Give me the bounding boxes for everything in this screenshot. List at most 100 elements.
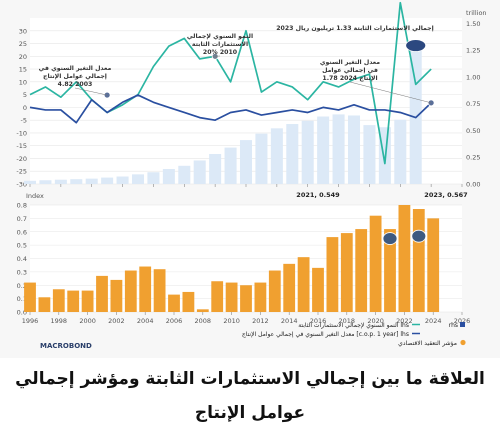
top-annotation-text: الإنتاج 2024 1.78 [322, 75, 377, 82]
top-investment-bar [132, 174, 144, 184]
bottom-x-tick-label: 2004 [137, 317, 154, 325]
bottom-x-tick-label: 1998 [51, 317, 68, 325]
bottom-y-tick-label: 0.5 [17, 242, 27, 250]
complexity-bar [226, 283, 238, 312]
bottom-annotation-marker [412, 230, 426, 242]
top-left-tick-label: 5 [23, 91, 27, 99]
top-investment-bar [147, 172, 159, 184]
bottom-x-tick-label: 2002 [108, 317, 125, 325]
top-investment-bar [286, 124, 298, 184]
top-investment-bar [178, 166, 190, 184]
top-annotation-text: معدل التغير السنوي في [39, 65, 112, 72]
bottom-annotation-marker [383, 233, 397, 245]
top-left-tick-label: 15 [19, 66, 27, 74]
bottom-y-tick-label: 0.3 [17, 268, 27, 276]
complexity-bar [254, 283, 266, 312]
bottom-y-tick-label: 0.6 [17, 228, 27, 236]
complexity-bar [168, 295, 180, 312]
top-investment-bar [240, 140, 252, 184]
complexity-bar [182, 292, 194, 312]
top-investment-bar [225, 148, 237, 184]
top-investment-bar [117, 177, 129, 184]
charts-svg: -30-25-20-15-10-50510152025300.000.250.5… [0, 0, 500, 358]
top-annotation-text: إجمالي الاستثمارات الثابتة 1.33 تريليون … [276, 25, 434, 32]
top-right-tick-label: 0.50 [466, 127, 480, 135]
top-investment-bar [163, 169, 175, 184]
bottom-annotation-text: 2021, 0.549 [296, 191, 340, 199]
bottom-annotation-text: 2023, 0.567 [424, 191, 467, 199]
complexity-bar [269, 271, 281, 312]
complexity-bar [240, 285, 252, 312]
top-investment-bar [255, 134, 267, 184]
complexity-bar [139, 267, 151, 312]
complexity-bar [298, 257, 310, 312]
top-investment-bar [363, 125, 375, 184]
legend-swatch [460, 340, 465, 345]
complexity-bar [283, 264, 295, 312]
top-unit-label: trillion [466, 9, 487, 17]
complexity-bar [82, 291, 94, 312]
top-investment-bar [209, 154, 221, 184]
top-left-tick-label: -20 [16, 155, 27, 163]
top-right-tick-label: 0.75 [466, 100, 480, 108]
top-left-tick-label: 0 [23, 104, 27, 112]
watermark-logo: MACROBOND [40, 342, 92, 350]
legend-label: معدل التغير السنوي في إجمالي عوامل الإنت… [242, 331, 409, 338]
top-left-tick-label: -5 [21, 117, 27, 125]
top-annotation-text: إجمالي عوامل الإنتاج [43, 73, 107, 80]
top-investment-bar [24, 181, 36, 184]
figure-caption: العلاقة ما بين إجمالي الاستثمارات الثابت… [0, 362, 500, 396]
bottom-x-tick-label: 2024 [425, 317, 442, 325]
top-left-tick-label: -25 [16, 168, 27, 176]
top-left-tick-label: 25 [19, 40, 27, 48]
complexity-bar [125, 271, 137, 312]
top-right-tick-label: 1.00 [466, 73, 480, 81]
top-annotation-text: معدل التغير السنوي [320, 59, 380, 66]
top-investment-bar [302, 121, 314, 184]
top-investment-bar [39, 180, 51, 184]
bottom-x-tick-label: 2006 [166, 317, 183, 325]
complexity-bar [38, 297, 50, 312]
top-investment-bar [194, 160, 206, 184]
complexity-bar [67, 291, 79, 312]
top-investment-bar [271, 128, 283, 184]
top-investment-bar [70, 179, 82, 184]
complexity-bar [370, 216, 382, 312]
top-left-tick-label: 10 [19, 78, 27, 86]
top-annotation-text: في إجمالي عوامل [322, 67, 378, 74]
top-investment-bar [394, 120, 406, 184]
bottom-y-tick-label: 0.7 [17, 215, 27, 223]
top-right-tick-label: 1.50 [466, 20, 480, 28]
complexity-bar [413, 209, 425, 312]
top-left-tick-label: 30 [19, 27, 27, 35]
bottom-y-tick-label: 0.4 [17, 255, 27, 263]
top-annotation-text: الاستثمارات الثابتة [192, 41, 248, 48]
bottom-x-tick-label: 2014 [281, 317, 298, 325]
complexity-bar [341, 233, 353, 312]
bottom-x-tick-label: 2010 [223, 317, 240, 325]
complexity-bar [312, 268, 324, 312]
top-investment-bar [55, 180, 67, 184]
top-investment-bar [333, 114, 345, 184]
top-annotation-text: النمو السنوي لإجمالي [187, 33, 253, 40]
top-right-tick-label: 0.25 [466, 154, 480, 162]
top-investment-bar [317, 117, 329, 184]
top-annotation-text: 4.82 2003 [58, 81, 93, 88]
complexity-bar [24, 283, 36, 312]
top-investment-bar [86, 179, 98, 184]
complexity-bar [96, 276, 108, 312]
complexity-bar [211, 281, 223, 312]
top-left-tick-label: -10 [16, 129, 27, 137]
top-left-tick-label: -15 [16, 142, 27, 150]
bottom-x-tick-label: 2008 [195, 317, 212, 325]
top-annotation-marker [406, 40, 426, 52]
top-investment-bar [348, 115, 360, 184]
legend-label: النمو السنوي لإجمالي الاستثمارات الثابتة… [298, 322, 409, 329]
bottom-y-tick-label: 0.8 [17, 202, 27, 210]
complexity-bar [326, 237, 338, 312]
bottom-x-tick-label: 2012 [252, 317, 269, 325]
complexity-bar [355, 229, 367, 312]
complexity-bar [427, 218, 439, 312]
complexity-bar [197, 309, 209, 312]
